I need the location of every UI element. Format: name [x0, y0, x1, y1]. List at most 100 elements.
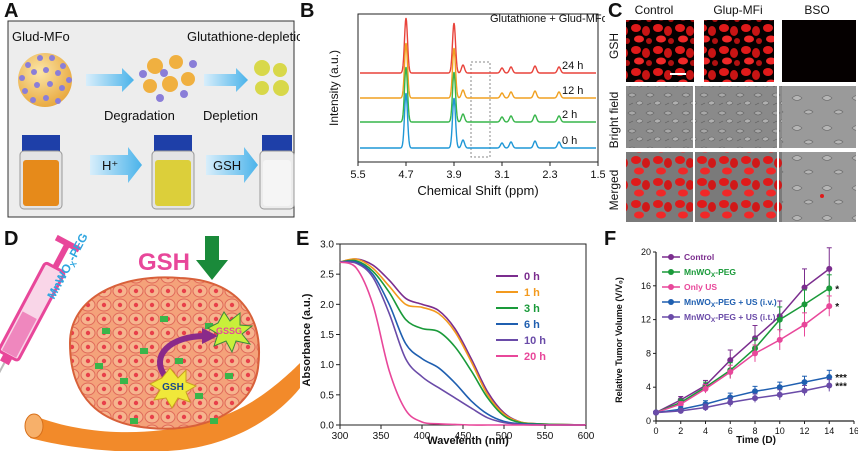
gsh-burst-icon: [148, 367, 198, 409]
chart-b-ylabel: Intensity (a.u.): [327, 50, 341, 126]
legend-label: Control: [684, 252, 714, 262]
significance-mark: ***: [835, 373, 847, 384]
image-gsh-glup: [704, 20, 774, 82]
data-point: [826, 265, 833, 272]
data-point: [776, 316, 783, 323]
depleted-particles-icon: [254, 60, 289, 96]
arrow-proton-icon: [90, 147, 142, 183]
panel-label-b: B: [300, 0, 315, 22]
x-tick-label: 4.7: [398, 169, 413, 181]
nmr-series-1: [360, 42, 596, 99]
image-brightfield-bso: [782, 86, 856, 148]
degraded-particles-icon: [139, 55, 197, 102]
panel-a-title-left: Glud-MFo: [12, 29, 70, 44]
x-tick-label: 10: [775, 426, 785, 436]
x-tick-label: 1.5: [590, 169, 605, 181]
data-point: [826, 303, 833, 310]
y-tick-label: 12: [641, 315, 651, 325]
x-tick-label: 6: [728, 426, 733, 436]
blood-vessel: [30, 363, 300, 451]
x-tick-label: 500: [496, 431, 513, 442]
x-tick-label: 12: [799, 426, 809, 436]
x-tick-label: 14: [824, 426, 834, 436]
y-tick-label: 8: [646, 348, 651, 358]
label-proton: H⁺: [102, 158, 118, 173]
legend-label: 0 h: [524, 271, 540, 283]
gsh-big-label: GSH: [138, 249, 190, 276]
tumor-series-4: [655, 384, 830, 414]
x-tick-label: 400: [414, 431, 431, 442]
label-gsh-arrow: GSH: [213, 158, 241, 173]
y-tick-label: 0.5: [320, 390, 334, 401]
x-tick-label: 450: [455, 431, 472, 442]
chart-b-highlight-box: [470, 61, 491, 158]
panel-a-title-right: Glutathione-depletion: [187, 29, 300, 44]
x-tick-label: 550: [537, 431, 554, 442]
gssg-label: GSSG: [216, 326, 242, 336]
chart-e-ylabel: Absorbance (a.u.): [301, 293, 313, 386]
legend-label: 3 h: [524, 303, 540, 315]
row-label-bright: Bright field: [608, 92, 621, 149]
significance-mark: ***: [835, 382, 847, 393]
arrow-depletion-icon: [204, 68, 248, 92]
x-tick-label: 0: [653, 426, 658, 436]
nmr-series-label: 24 h: [562, 60, 583, 72]
y-tick-label: 3.0: [320, 240, 334, 251]
tumor-series-1: [655, 287, 830, 414]
y-tick-label: 1.0: [320, 360, 334, 371]
data-point: [653, 409, 659, 416]
panel-label-f: F: [604, 228, 617, 250]
y-tick-label: 20: [641, 247, 651, 257]
legend-label: Only US: [684, 282, 717, 292]
y-tick-label: 16: [641, 281, 651, 291]
nanoparticle-icon: [18, 53, 72, 107]
row-label-merged: Merged: [608, 170, 621, 211]
row-label-gsh: GSH: [608, 33, 621, 59]
y-tick-label: 0: [646, 416, 651, 426]
panel-a-schematic: Glud-MFo Glutathione-depletion Degradati…: [7, 20, 300, 218]
nmr-series-3: [360, 92, 596, 149]
panel-label-a: A: [4, 0, 19, 22]
label-depletion: Depletion: [203, 108, 258, 123]
panel-e-absorbance-chart: 300 350 400 450 500 550 600 0.0 0.5 1.0 1.5 2.0 2.5 3…: [301, 240, 595, 448]
panel-label-e: E: [296, 228, 310, 250]
col-label-control: Control: [635, 3, 674, 17]
data-point: [677, 407, 684, 414]
x-tick-label: 3.1: [494, 169, 509, 181]
nmr-series-label: 12 h: [562, 85, 583, 97]
y-tick-label: 2.5: [320, 270, 334, 281]
data-point: [752, 395, 758, 402]
x-tick-label: 8: [752, 426, 757, 436]
data-point: [776, 336, 783, 343]
x-tick-label: 350: [373, 431, 390, 442]
arrow-gsh-icon: [206, 147, 258, 183]
significance-mark: *: [835, 302, 839, 313]
legend-label: 20 h: [524, 351, 546, 363]
data-point: [727, 368, 734, 375]
data-point: [702, 404, 709, 411]
image-gsh-control: [626, 20, 694, 82]
data-point: [826, 374, 833, 381]
data-point: [801, 387, 808, 394]
image-merged-bso: [782, 152, 856, 222]
down-arrow-icon: [196, 236, 228, 280]
data-point: [752, 350, 758, 357]
legend-marker: [668, 314, 674, 320]
legend-marker: [668, 299, 674, 305]
nmr-series-label: 2 h: [562, 109, 577, 121]
panel-b-nmr-chart: Glutathione + Glud-MFo 24 h 12 h 2 h 0 h 5.…: [327, 13, 605, 198]
legend-label: 1 h: [524, 287, 540, 299]
vial-yellow-icon: [151, 135, 195, 210]
vial-clear-icon: [259, 135, 295, 210]
x-tick-label: 4: [703, 426, 708, 436]
data-point: [801, 284, 808, 291]
data-point: [801, 379, 808, 386]
nmr-series-label: 0 h: [562, 135, 577, 147]
panel-label-c: C: [608, 0, 623, 22]
vial-orange-icon: [19, 135, 63, 210]
x-tick-label: 2: [678, 426, 683, 436]
label-degradation: Degradation: [104, 108, 175, 123]
data-point: [727, 399, 734, 406]
significance-mark: *: [835, 284, 839, 295]
